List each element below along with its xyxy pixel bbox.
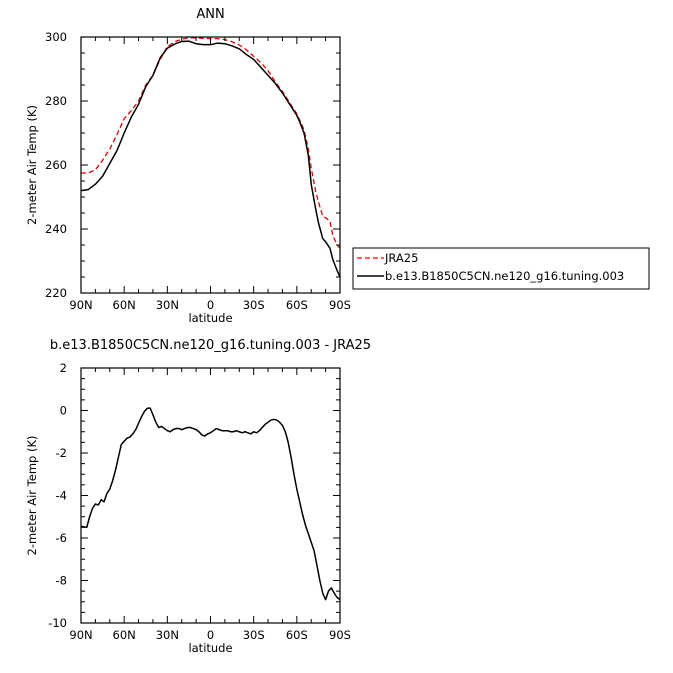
x-tick-label: 60N [113, 298, 136, 312]
y-tick-label: 2 [60, 361, 67, 375]
chart-title: ANN [196, 7, 224, 22]
x-tick-label: 30N [156, 298, 179, 312]
x-tick-label: 90N [69, 628, 92, 642]
y-tick-label: 280 [45, 94, 67, 108]
legend-label: b.e13.B1850C5CN.ne120_g16.tuning.003 [385, 269, 624, 283]
x-tick-label: 90S [329, 628, 351, 642]
x-tick-label: 90N [69, 298, 92, 312]
series-line-model [80, 40, 341, 278]
x-axis-label: latitude [188, 311, 232, 325]
x-tick-label: 60N [113, 628, 136, 642]
x-tick-label: 30S [243, 628, 265, 642]
y-tick-label: 220 [45, 286, 67, 300]
legend: JRA25 b.e13.B1850C5CN.ne120_g16.tuning.00… [352, 247, 650, 290]
y-tick-label: -2 [56, 446, 67, 460]
x-tick-label: 90S [329, 298, 351, 312]
y-tick-label: 240 [45, 222, 67, 236]
y-tick-label: -10 [48, 616, 67, 630]
panel-1: 90N 60N 30N 0 30S 60S 90S 220 240 260 280 300 ANN lat… [25, 7, 351, 325]
x-axis-label: latitude [188, 641, 232, 655]
panel-2: 90N 60N 30N 0 30S 60S 90S -10 -8 -6 -4 -2 0 2 b.e13.B1… [25, 338, 371, 655]
y-tick-label: -8 [56, 574, 67, 588]
x-tick-label: 30S [243, 298, 265, 312]
plot-frame [80, 367, 341, 624]
plot-frame [80, 36, 341, 294]
x-tick-label: 60S [286, 298, 308, 312]
x-tick-label: 0 [207, 628, 214, 642]
chart-title: b.e13.B1850C5CN.ne120_g16.tuning.003 - J… [50, 338, 371, 353]
y-tick-label: -4 [56, 489, 67, 503]
x-tick-label: 60S [286, 628, 308, 642]
series-line-difference [80, 407, 341, 601]
y-tick-label: 0 [60, 404, 67, 418]
y-axis-label: 2-meter Air Temp (K) [25, 105, 39, 225]
y-tick-label: -6 [56, 531, 67, 545]
x-tick-label: 0 [207, 298, 214, 312]
legend-label: JRA25 [384, 251, 418, 265]
y-axis-label: 2-meter Air Temp (K) [25, 436, 39, 556]
y-tick-label: 300 [45, 30, 67, 44]
x-tick-label: 30N [156, 628, 179, 642]
legend-box [352, 247, 650, 290]
series-line-jra25 [81, 36, 341, 249]
y-tick-label: 260 [45, 158, 67, 172]
